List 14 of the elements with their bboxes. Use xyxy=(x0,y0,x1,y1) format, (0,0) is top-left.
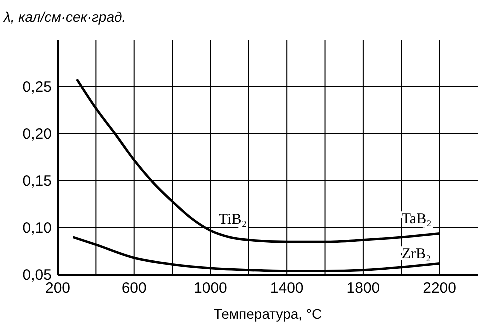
y-tick-label: 0,20 xyxy=(22,126,52,143)
x-tick-label: 1000 xyxy=(194,280,228,297)
y-tick-label: 0,10 xyxy=(22,220,52,237)
x-tick-label: 600 xyxy=(122,280,147,297)
series-label: TiB₂ xyxy=(218,212,247,228)
y-tick-label: 0,15 xyxy=(22,173,52,190)
x-axis-title: Температура, °C xyxy=(214,306,322,322)
x-tick-label: 2200 xyxy=(423,280,457,297)
y-axis-title: λ, кал/см·сек·град. xyxy=(3,9,126,25)
series-label: ZrB₂ xyxy=(402,246,432,263)
x-tick-label: 1800 xyxy=(346,280,380,297)
x-tick-label: 1400 xyxy=(270,280,304,297)
annotation: TaB₂ xyxy=(402,212,432,228)
y-tick-label: 0,25 xyxy=(22,79,52,96)
